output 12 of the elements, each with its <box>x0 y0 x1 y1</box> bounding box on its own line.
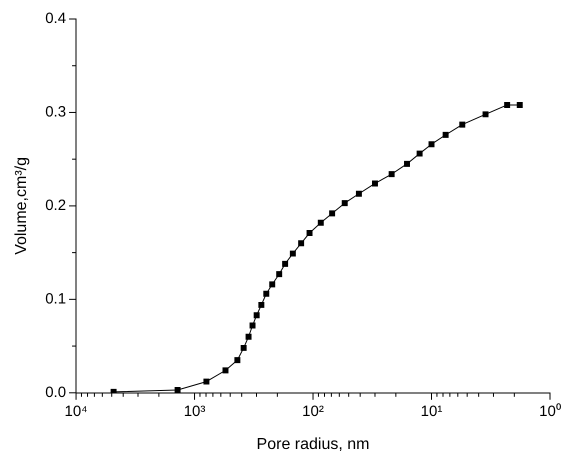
x-tick-label: 10⁴ <box>64 402 88 420</box>
y-tick-label: 0.2 <box>45 197 66 214</box>
x-tick-label: 10¹ <box>420 402 442 420</box>
x-tick-label: 10⁰ <box>539 402 561 420</box>
x-tick-label: 10³ <box>184 402 206 420</box>
x-axis-title: Pore radius, nm <box>256 436 370 453</box>
y-axis-title: Volume,cm³/g <box>13 156 30 255</box>
y-tick-label: 0.4 <box>45 10 66 28</box>
y-tick-label: 0.1 <box>45 290 66 308</box>
y-tick-label: 0.0 <box>45 384 66 401</box>
y-tick-label: 0.3 <box>45 104 66 121</box>
x-tick-label: 10² <box>302 402 324 420</box>
